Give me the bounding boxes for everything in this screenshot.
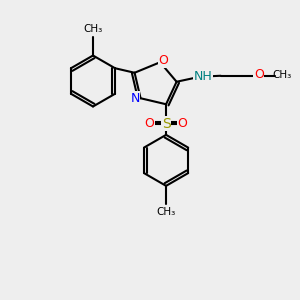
Text: CH₃: CH₃: [157, 207, 176, 217]
Text: O: O: [254, 68, 264, 81]
Text: O: O: [159, 54, 169, 67]
Text: S: S: [162, 117, 170, 131]
Text: CH₃: CH₃: [83, 23, 103, 34]
Text: NH: NH: [193, 70, 212, 83]
Text: O: O: [178, 117, 188, 130]
Text: O: O: [145, 117, 154, 130]
Text: N: N: [130, 92, 140, 105]
Text: CH₃: CH₃: [273, 70, 292, 80]
